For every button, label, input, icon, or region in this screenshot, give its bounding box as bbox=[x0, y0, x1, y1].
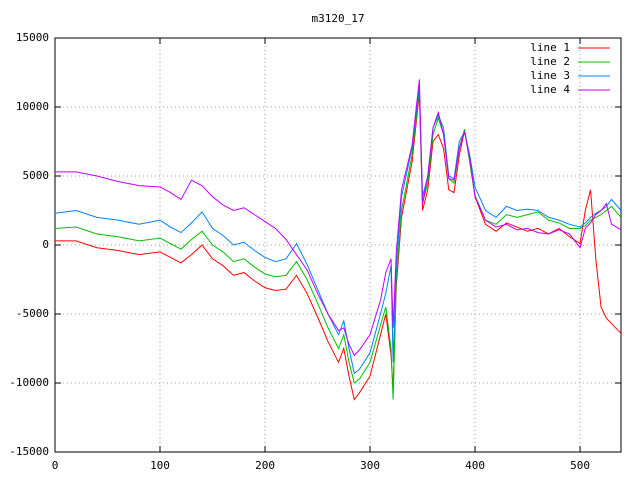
y-tick-label: 0 bbox=[42, 238, 49, 251]
x-tick-label: 300 bbox=[360, 459, 380, 472]
y-tick-label: 15000 bbox=[16, 31, 49, 44]
y-tick-label: 10000 bbox=[16, 100, 49, 113]
y-tick-label: -10000 bbox=[9, 376, 49, 389]
x-tick-label: 500 bbox=[570, 459, 590, 472]
chart-title: m3120_17 bbox=[312, 12, 365, 25]
y-tick-label: 5000 bbox=[23, 169, 50, 182]
legend-label: line 1 bbox=[530, 41, 570, 54]
x-tick-label: 400 bbox=[465, 459, 485, 472]
x-tick-label: 200 bbox=[255, 459, 275, 472]
x-tick-label: 100 bbox=[150, 459, 170, 472]
x-tick-label: 0 bbox=[52, 459, 59, 472]
series-line bbox=[54, 90, 622, 400]
y-tick-label: -5000 bbox=[16, 307, 49, 320]
plot-frame bbox=[54, 37, 622, 453]
legend-label: line 3 bbox=[530, 69, 570, 82]
legend-label: line 4 bbox=[530, 83, 570, 96]
y-tick-label: -15000 bbox=[9, 445, 49, 458]
series-line bbox=[55, 79, 622, 357]
legend-label: line 2 bbox=[530, 55, 570, 68]
series-line bbox=[54, 86, 622, 375]
